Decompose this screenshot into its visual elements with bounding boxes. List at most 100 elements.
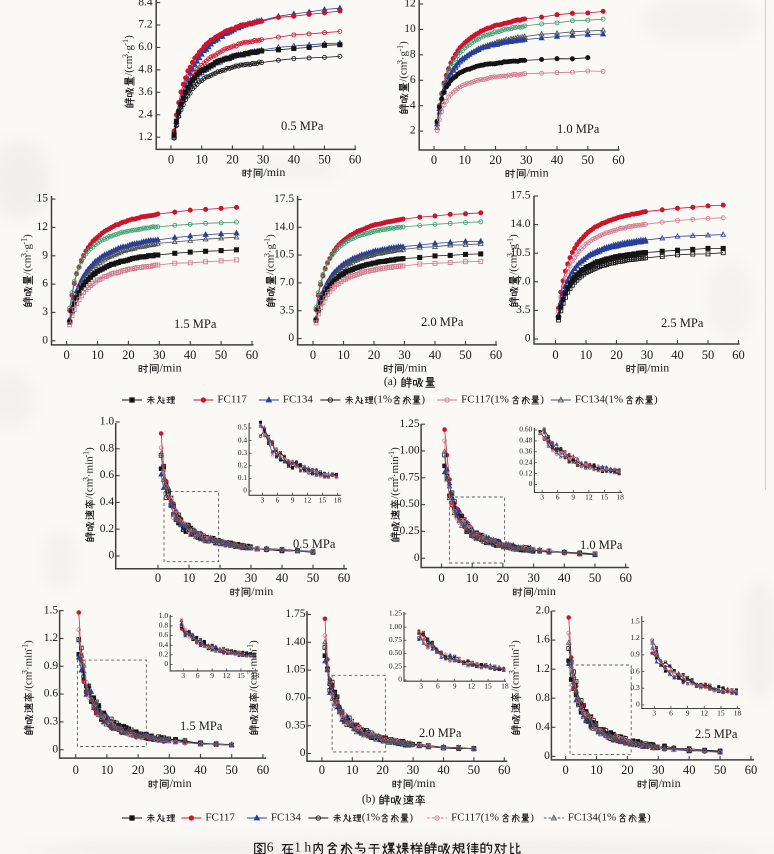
svg-text:50: 50: [714, 763, 727, 777]
svg-text:18: 18: [334, 496, 342, 505]
svg-text:12: 12: [223, 671, 231, 680]
svg-text:0: 0: [525, 333, 531, 345]
svg-text:60: 60: [246, 348, 259, 362]
svg-text:·min: ·min: [248, 649, 260, 670]
svg-text:40: 40: [184, 348, 197, 362]
svg-text:): ): [123, 35, 135, 39]
svg-text:50: 50: [459, 348, 472, 362]
svg-text:40: 40: [288, 152, 301, 166]
svg-text:60: 60: [732, 348, 745, 362]
svg-text:): ): [421, 394, 425, 406]
svg-text:6: 6: [196, 671, 200, 680]
svg-text:3: 3: [21, 670, 30, 674]
svg-text:15: 15: [484, 681, 492, 690]
svg-text:): ): [409, 812, 413, 824]
svg-text:/min: /min: [170, 776, 192, 790]
svg-text:6: 6: [267, 840, 274, 854]
svg-text:0.4: 0.4: [238, 435, 248, 444]
svg-text:40: 40: [276, 571, 289, 585]
svg-text:0.35: 0.35: [285, 719, 305, 731]
svg-text:50: 50: [589, 571, 602, 585]
svg-text:3: 3: [387, 477, 396, 481]
svg-text:0: 0: [414, 552, 420, 564]
svg-text:FC134: FC134: [271, 812, 301, 824]
svg-text:50: 50: [225, 763, 238, 777]
svg-text:3: 3: [540, 493, 544, 502]
svg-text:-1: -1: [506, 238, 515, 245]
svg-text:1.2: 1.2: [44, 632, 59, 644]
svg-text:2.0 MPa: 2.0 MPa: [421, 315, 464, 329]
svg-text:·min: ·min: [84, 456, 96, 477]
svg-text:10.5: 10.5: [510, 247, 530, 259]
svg-text:40: 40: [558, 571, 571, 585]
svg-text:/min: /min: [263, 165, 285, 179]
svg-text:FC117(1%: FC117(1%: [451, 812, 499, 824]
svg-text:0.4: 0.4: [536, 721, 551, 733]
svg-text:): ): [23, 640, 35, 644]
svg-text:0: 0: [552, 348, 558, 362]
svg-text:10: 10: [346, 763, 359, 777]
svg-text:0.4: 0.4: [159, 640, 169, 649]
svg-text:0: 0: [109, 550, 115, 562]
svg-text:6: 6: [410, 74, 416, 86]
svg-text:1 h: 1 h: [294, 840, 311, 854]
svg-text:6: 6: [436, 681, 440, 690]
svg-text:3: 3: [181, 671, 185, 680]
svg-text:FC117(1%: FC117(1%: [461, 394, 509, 406]
svg-text:0.50: 0.50: [400, 498, 420, 510]
svg-text:): ): [510, 640, 522, 644]
svg-text:0.3: 0.3: [630, 683, 640, 692]
svg-text:1.2: 1.2: [630, 633, 640, 642]
svg-text:1.00: 1.00: [400, 445, 420, 457]
svg-text:·g: ·g: [22, 243, 34, 253]
svg-text:15: 15: [601, 493, 609, 502]
svg-text:·g: ·g: [123, 44, 135, 54]
svg-text:FC117: FC117: [205, 812, 235, 824]
svg-text:/(cm: /(cm: [398, 61, 410, 82]
svg-text:-1: -1: [21, 644, 30, 651]
svg-text:15: 15: [37, 193, 49, 205]
svg-text:3.6: 3.6: [138, 86, 153, 98]
svg-text:0: 0: [73, 763, 79, 777]
svg-text:0.6: 0.6: [44, 688, 59, 700]
svg-text:0.5 MPa: 0.5 MPa: [281, 119, 324, 133]
svg-text:3.5: 3.5: [516, 304, 531, 316]
svg-text:14.0: 14.0: [274, 221, 294, 233]
svg-text:20: 20: [621, 763, 634, 777]
svg-text:0.1: 0.1: [238, 473, 248, 482]
svg-text:10: 10: [459, 153, 472, 167]
svg-text:0: 0: [529, 479, 533, 488]
svg-text:1.75: 1.75: [285, 608, 305, 620]
svg-text:30: 30: [652, 763, 665, 777]
svg-text:/(cm: /(cm: [22, 254, 34, 275]
svg-text:/(cm: /(cm: [123, 55, 135, 76]
svg-text:FC117: FC117: [217, 394, 247, 406]
svg-text:1.0: 1.0: [159, 611, 169, 620]
svg-text:/min: /min: [527, 165, 549, 179]
svg-text:1.00: 1.00: [389, 622, 402, 631]
svg-text:1.40: 1.40: [285, 636, 305, 648]
svg-text:0.4: 0.4: [100, 496, 115, 508]
svg-text:1.25: 1.25: [400, 418, 420, 430]
svg-text:0: 0: [243, 486, 247, 495]
svg-text:FC134: FC134: [283, 394, 313, 406]
svg-text:0.25: 0.25: [389, 662, 402, 671]
svg-text:20: 20: [132, 763, 145, 777]
svg-text:-1: -1: [121, 39, 130, 46]
svg-text:10: 10: [466, 571, 479, 585]
svg-text:-1: -1: [82, 451, 91, 458]
svg-text:40: 40: [683, 763, 696, 777]
svg-text:3: 3: [42, 306, 48, 318]
svg-text:/min: /min: [647, 360, 669, 374]
svg-text:0.70: 0.70: [285, 692, 305, 704]
svg-text:4: 4: [410, 99, 416, 111]
svg-text:3: 3: [506, 253, 515, 257]
svg-text:·g: ·g: [508, 243, 520, 253]
svg-text:3: 3: [419, 681, 423, 690]
svg-text:40: 40: [429, 348, 442, 362]
svg-text:60: 60: [349, 152, 362, 166]
svg-text:/(cm: /(cm: [508, 254, 520, 275]
svg-text:40: 40: [551, 153, 564, 167]
svg-text:10: 10: [183, 571, 196, 585]
svg-text:0.5 MPa: 0.5 MPa: [293, 537, 336, 551]
